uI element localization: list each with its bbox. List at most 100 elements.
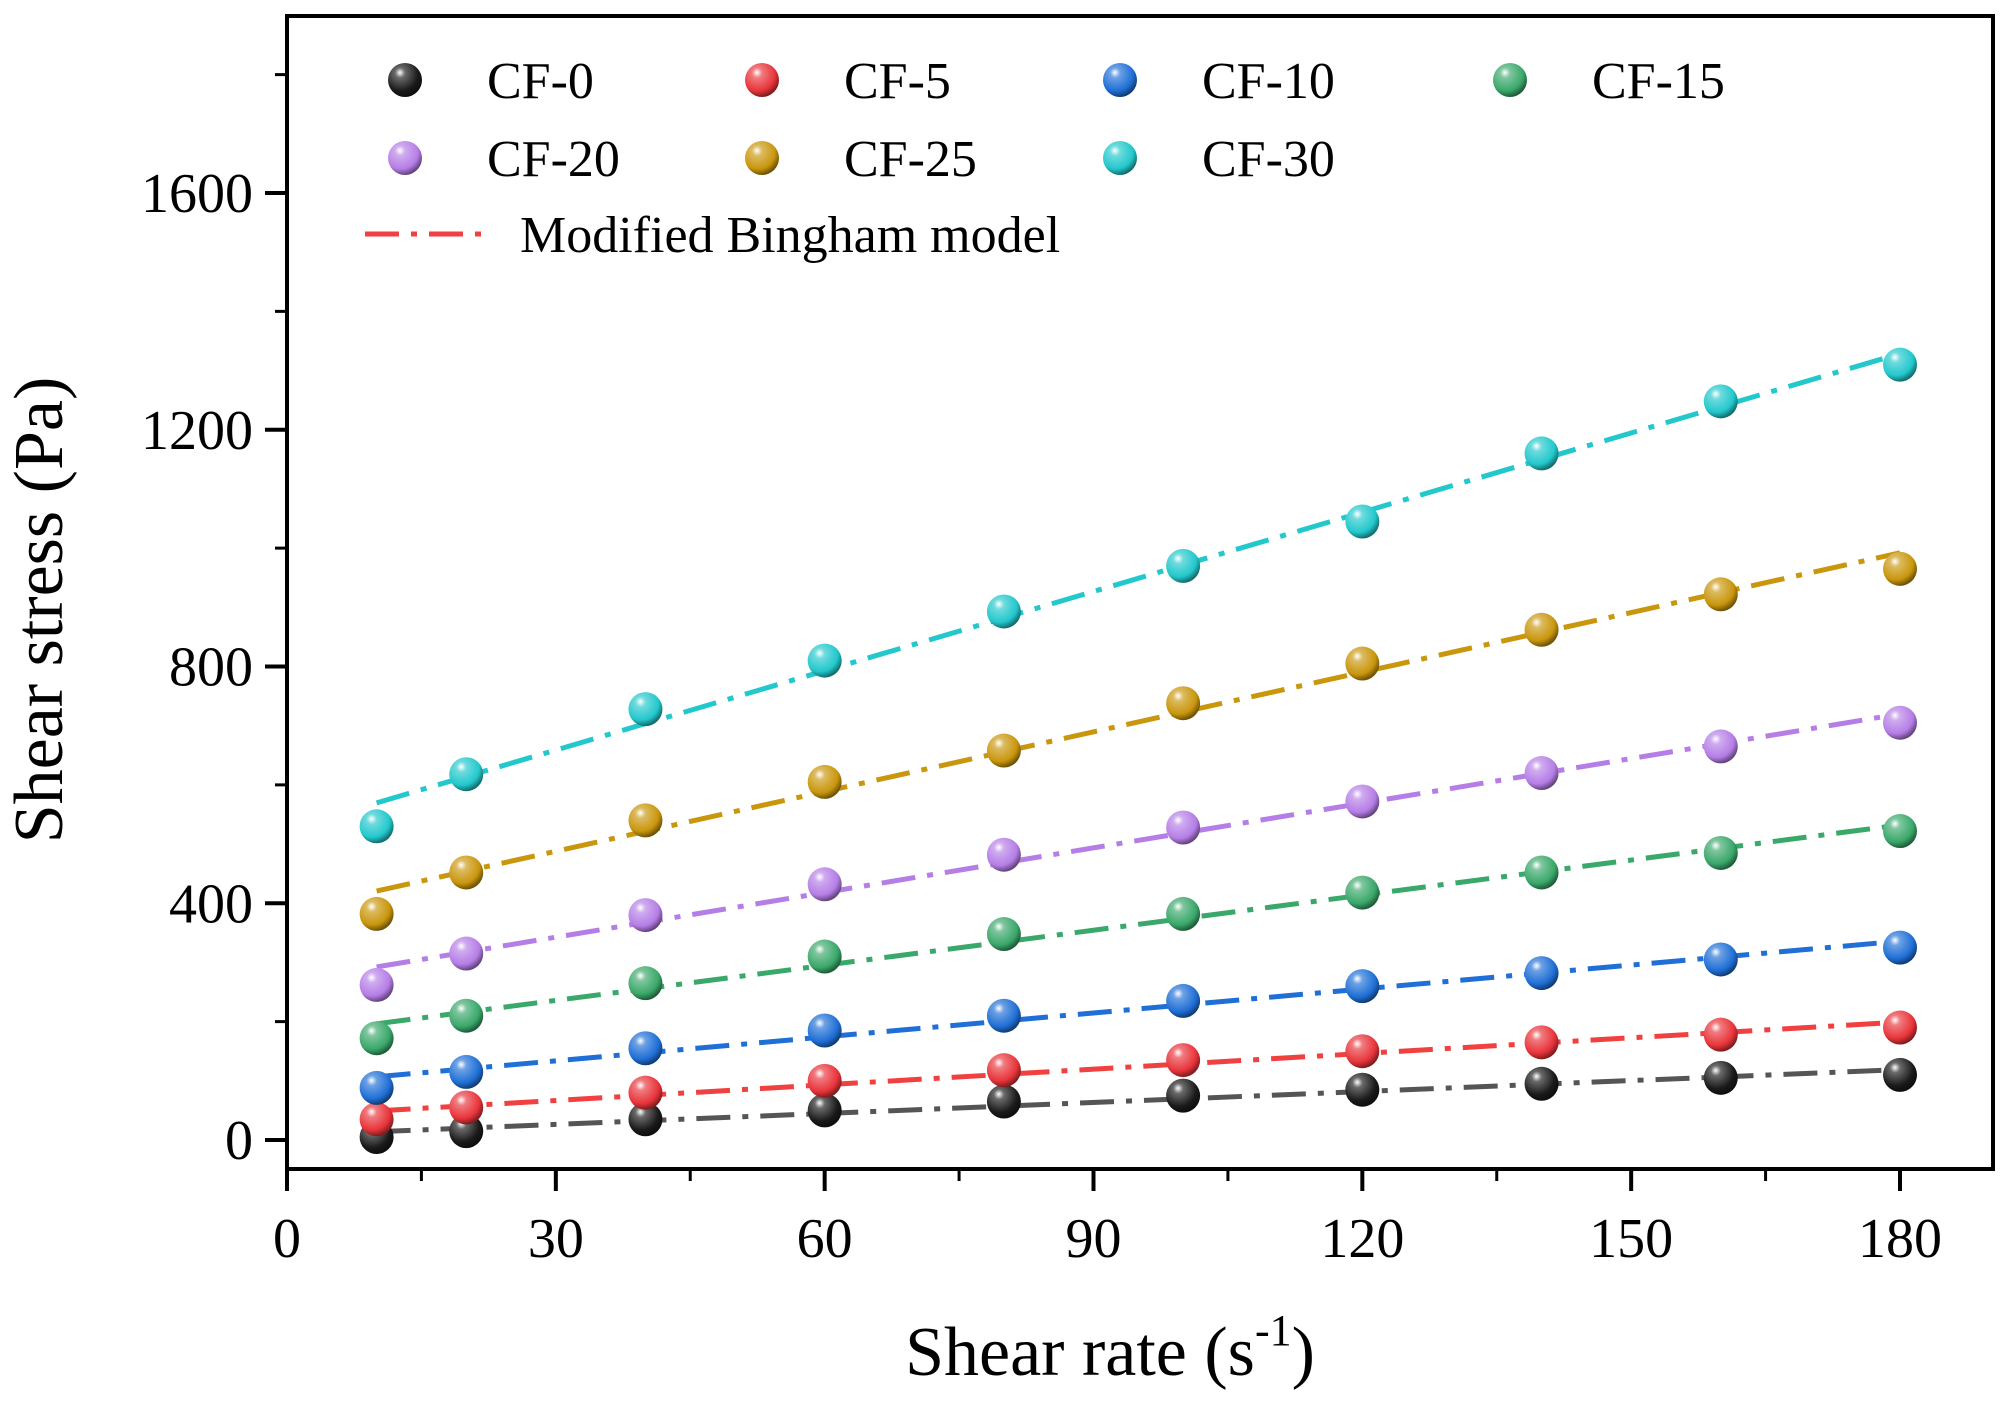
legend-label-cf-10: CF-10: [1202, 53, 1335, 110]
point-cf-25: [1345, 646, 1380, 681]
point-cf-20: [1703, 729, 1738, 764]
point-cf-15: [1524, 855, 1559, 890]
legend-label-cf-25: CF-25: [844, 131, 977, 188]
point-cf-5: [1883, 1010, 1917, 1045]
legend-label-cf-0: CF-0: [487, 53, 594, 110]
point-cf-15: [1345, 875, 1380, 910]
point-cf-0: [1166, 1078, 1201, 1113]
y-axis-title: Shear stress (Pa): [1, 377, 78, 844]
point-cf-15: [986, 917, 1021, 952]
point-cf-15: [807, 939, 842, 974]
legend-marker-cf-25: [745, 141, 779, 175]
point-cf-0: [1883, 1057, 1917, 1092]
point-cf-30: [359, 809, 394, 844]
legend-marker-cf-20: [388, 141, 422, 175]
point-cf-10: [359, 1070, 394, 1105]
legend-marker-cf-10: [1103, 63, 1137, 97]
fit-lines: [375, 351, 1901, 1135]
point-cf-30: [1524, 436, 1559, 471]
point-cf-5: [986, 1053, 1021, 1088]
legend-marker-cf-15: [1493, 63, 1527, 97]
point-cf-5: [1166, 1043, 1201, 1078]
point-cf-25: [359, 896, 394, 931]
point-cf-20: [449, 936, 484, 971]
legend-model-label: Modified Bingham model: [520, 207, 1060, 264]
point-cf-10: [1345, 969, 1380, 1004]
x-tick-label: 180: [1858, 1208, 1942, 1270]
point-cf-5: [1345, 1034, 1380, 1069]
point-cf-5: [1524, 1025, 1559, 1060]
point-cf-0: [628, 1102, 663, 1137]
point-cf-25: [449, 855, 484, 890]
point-cf-0: [449, 1114, 484, 1149]
legend-label-cf-15: CF-15: [1592, 53, 1725, 110]
point-cf-10: [1166, 983, 1201, 1018]
y-tick-label: 400: [169, 873, 253, 935]
point-cf-25: [1166, 686, 1201, 721]
point-cf-15: [449, 998, 484, 1033]
fit-line-cf-0: [376, 1067, 1901, 1135]
axis-ticks: 0 30 60 90 120 150 180 0 400 800 1200 1600: [141, 73, 1942, 1270]
x-tick-label: 60: [797, 1208, 853, 1270]
point-cf-0: [1524, 1066, 1559, 1101]
point-cf-5: [807, 1063, 842, 1098]
x-axis-title: Shear rate (s-1): [905, 1306, 1315, 1391]
point-cf-5: [449, 1090, 484, 1125]
x-axis-title-close: ): [1292, 1314, 1315, 1391]
point-cf-25: [807, 764, 842, 799]
point-cf-20: [986, 837, 1021, 872]
point-cf-5: [1703, 1017, 1738, 1052]
point-cf-20: [628, 898, 663, 933]
point-cf-5: [359, 1102, 394, 1137]
legend-label-cf-30: CF-30: [1202, 131, 1335, 188]
y-tick-label: 800: [169, 637, 253, 699]
x-tick-label: 90: [1066, 1208, 1122, 1270]
x-tick-label: 0: [273, 1208, 301, 1270]
x-axis-title-sup: -1: [1255, 1306, 1292, 1355]
point-cf-10: [807, 1013, 842, 1048]
point-cf-30: [1703, 384, 1738, 419]
x-tick-label: 30: [528, 1208, 584, 1270]
point-cf-0: [1345, 1072, 1380, 1107]
legend-marker-cf-5: [745, 63, 779, 97]
point-cf-10: [1883, 930, 1917, 965]
legend: CF-0 CF-5 CF-10 CF-15 CF-20 CF-25 CF-30 Modifie…: [365, 53, 1725, 264]
legend-label-cf-20: CF-20: [487, 131, 620, 188]
point-cf-10: [1703, 942, 1738, 977]
point-cf-15: [1703, 835, 1738, 870]
point-cf-5: [628, 1075, 663, 1110]
point-cf-20: [1166, 810, 1201, 845]
point-cf-15: [628, 966, 663, 1001]
point-cf-0: [986, 1084, 1021, 1119]
plot-frame: [285, 14, 1995, 1171]
x-tick-label: 120: [1320, 1208, 1404, 1270]
legend-label-cf-5: CF-5: [844, 53, 951, 110]
point-cf-10: [449, 1054, 484, 1089]
point-cf-20: [1345, 784, 1380, 819]
fit-line-cf-10: [376, 938, 1901, 1080]
point-cf-20: [359, 967, 394, 1002]
point-cf-15: [1883, 814, 1917, 849]
fit-line-cf-5: [376, 1019, 1901, 1114]
point-cf-30: [986, 594, 1021, 629]
point-cf-30: [628, 692, 663, 727]
point-cf-15: [1166, 896, 1201, 931]
point-cf-15: [359, 1021, 394, 1056]
y-tick-label: 0: [225, 1110, 253, 1172]
legend-marker-cf-30: [1103, 141, 1137, 175]
y-tick-label: 1600: [141, 163, 253, 225]
x-tick-label: 150: [1589, 1208, 1673, 1270]
point-cf-0: [807, 1093, 842, 1128]
point-cf-25: [1703, 577, 1738, 612]
y-tick-label: 1200: [141, 400, 253, 462]
legend-marker-cf-0: [388, 63, 422, 97]
point-cf-30: [807, 643, 842, 678]
fit-line-cf-20: [376, 711, 1901, 970]
data-points: [359, 347, 1917, 1155]
fit-line-cf-30: [375, 351, 1901, 806]
point-cf-20: [807, 867, 842, 902]
fit-line-cf-25: [376, 550, 1901, 894]
point-cf-30: [1345, 504, 1380, 539]
point-cf-10: [628, 1031, 663, 1066]
